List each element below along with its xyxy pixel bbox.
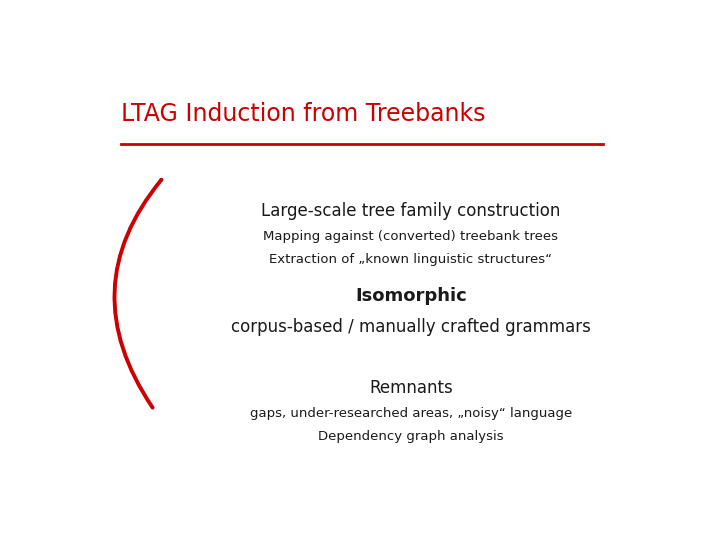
- Text: Large-scale tree family construction: Large-scale tree family construction: [261, 202, 561, 220]
- Text: Extraction of „known linguistic structures“: Extraction of „known linguistic structur…: [269, 253, 552, 266]
- Text: corpus-based / manually crafted grammars: corpus-based / manually crafted grammars: [231, 319, 591, 336]
- FancyArrowPatch shape: [114, 180, 161, 408]
- Text: Isomorphic: Isomorphic: [355, 287, 467, 305]
- Text: LTAG Induction from Treebanks: LTAG Induction from Treebanks: [121, 102, 485, 126]
- Text: Mapping against (converted) treebank trees: Mapping against (converted) treebank tre…: [264, 230, 558, 244]
- Text: Remnants: Remnants: [369, 379, 453, 397]
- Text: Dependency graph analysis: Dependency graph analysis: [318, 430, 504, 443]
- Text: gaps, under-researched areas, „noisy“ language: gaps, under-researched areas, „noisy“ la…: [250, 407, 572, 420]
